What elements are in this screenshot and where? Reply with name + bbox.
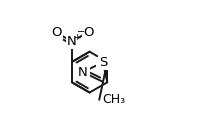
Text: +: + [73,33,80,42]
Bar [76,66,90,78]
Text: N: N [78,66,88,79]
Text: O: O [84,26,94,39]
Text: S: S [99,56,107,69]
Text: CH₃: CH₃ [102,93,125,106]
Text: −: − [77,27,85,37]
Text: O: O [51,26,61,39]
Bar [96,57,110,68]
Text: N: N [67,35,77,48]
